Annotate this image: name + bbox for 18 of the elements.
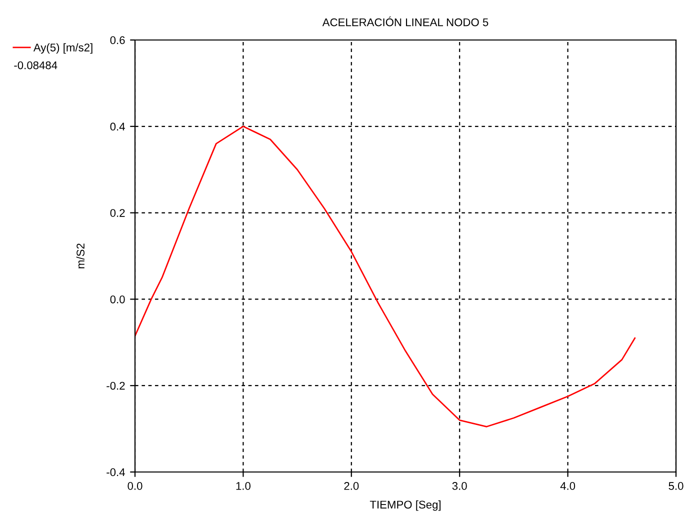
x-tick-label: 5.0 bbox=[668, 482, 684, 490]
y-tick-label: -0.2 bbox=[106, 382, 125, 390]
x-tick-label: 4.0 bbox=[560, 482, 576, 490]
y-tick-label: 0.6 bbox=[110, 36, 125, 44]
x-tick-label: 1.0 bbox=[236, 482, 250, 490]
legend-label: Ay(5) [m/s2] bbox=[33, 43, 92, 54]
y-tick-label: 0.4 bbox=[110, 122, 125, 131]
x-axis-title: TIEMPO [Seg] bbox=[370, 500, 441, 511]
x-tick-label: 0.0 bbox=[128, 482, 142, 490]
x-tick-label: 3.0 bbox=[452, 482, 467, 490]
x-tick-label: 2.0 bbox=[344, 482, 359, 490]
y-axis-title: m/S2 bbox=[76, 244, 84, 268]
text: -0.08484 bbox=[14, 61, 58, 70]
chart-title: ACELERACIÓN LINEAL NODO 5 bbox=[322, 16, 488, 26]
y-tick-label: 0.0 bbox=[110, 295, 125, 304]
line-series bbox=[135, 126, 636, 428]
y-tick-label: -0.4 bbox=[106, 468, 125, 476]
y-tick-label: 0.2 bbox=[110, 209, 125, 217]
